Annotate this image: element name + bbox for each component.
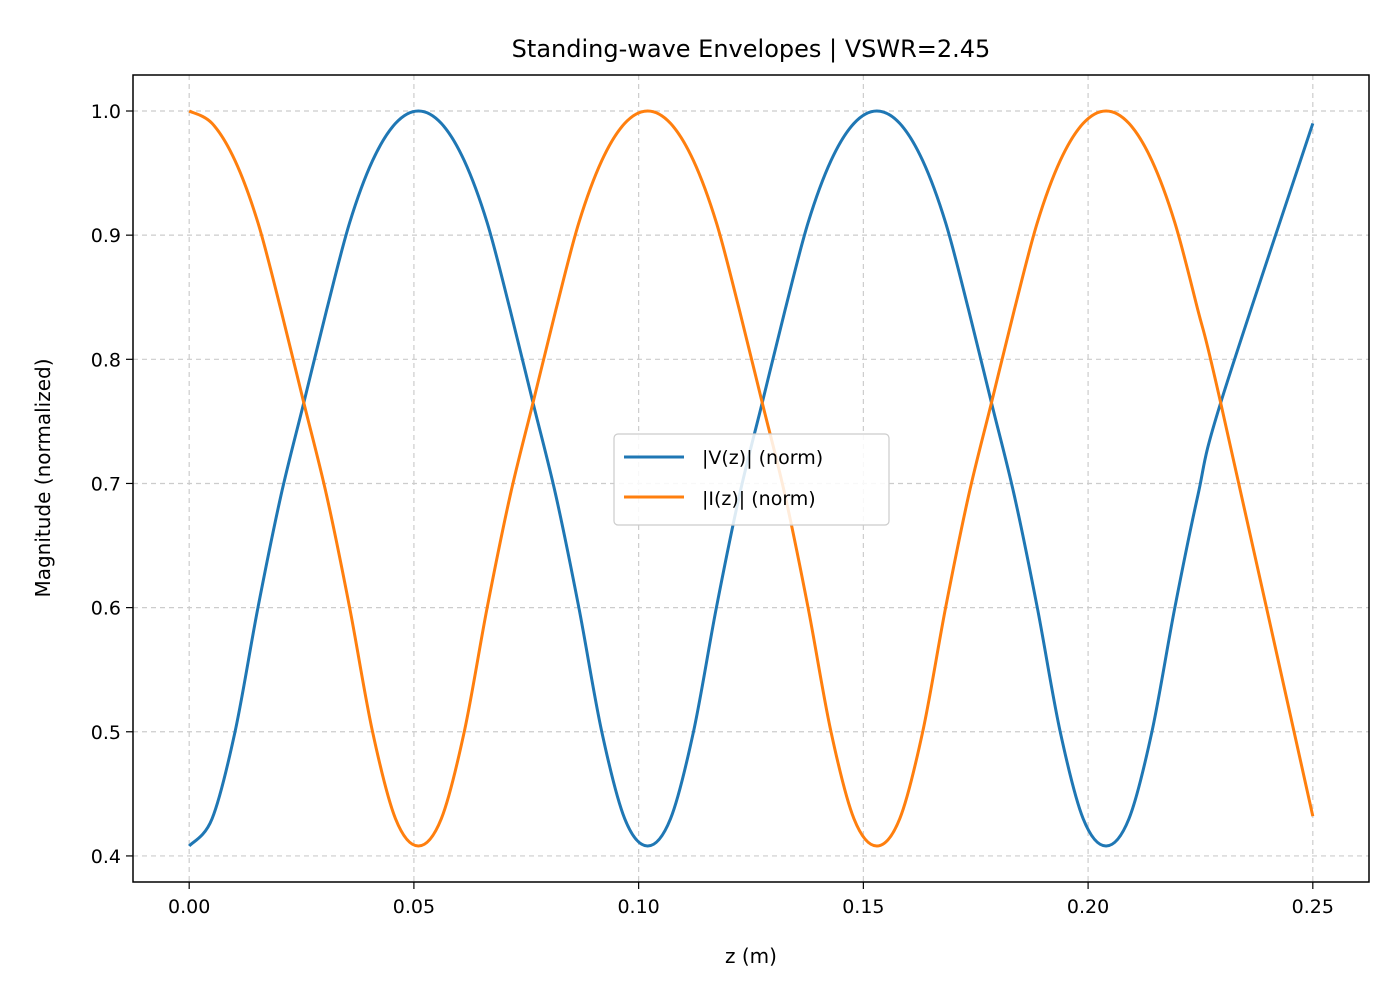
x-tick-label: 0.20 bbox=[1067, 896, 1109, 918]
y-tick-label: 0.6 bbox=[91, 598, 121, 620]
y-axis-label: Magnitude (normalized) bbox=[31, 358, 55, 597]
x-tick-label: 0.05 bbox=[393, 896, 435, 918]
chart-title: Standing-wave Envelopes | VSWR=2.45 bbox=[512, 35, 991, 63]
x-tick-label: 0.25 bbox=[1292, 896, 1334, 918]
y-tick-label: 0.7 bbox=[91, 473, 121, 495]
legend-label-voltage: |V(z)| (norm) bbox=[702, 447, 823, 469]
x-axis-label: z (m) bbox=[725, 944, 777, 968]
y-tick-label: 0.5 bbox=[91, 722, 121, 744]
legend: |V(z)| (norm) |I(z)| (norm) bbox=[613, 433, 890, 526]
y-tick-label: 1.0 bbox=[91, 101, 121, 123]
x-tick-label: 0.15 bbox=[842, 896, 884, 918]
grid-lines bbox=[133, 75, 1369, 882]
y-tick-label: 0.9 bbox=[91, 225, 121, 247]
axis-ticks: 0.00 0.05 0.10 0.15 0.20 0.25 0.4 0.5 0.6 0.7 0.8 0… bbox=[91, 101, 1334, 918]
y-tick-label: 0.4 bbox=[91, 846, 121, 868]
x-tick-label: 0.10 bbox=[617, 896, 659, 918]
voltage-envelope-line bbox=[188, 109, 1315, 848]
x-tick-label: 0.00 bbox=[168, 896, 210, 918]
current-envelope-line bbox=[188, 109, 1315, 848]
y-tick-label: 0.8 bbox=[91, 349, 121, 371]
legend-label-current: |I(z)| (norm) bbox=[702, 488, 816, 510]
plot-frame bbox=[132, 74, 1370, 883]
series-lines bbox=[188, 109, 1315, 848]
